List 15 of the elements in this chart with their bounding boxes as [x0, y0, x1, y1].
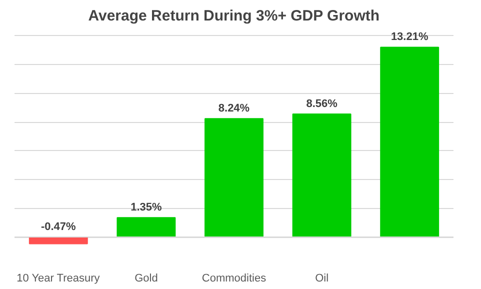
x-tick-label: Gold — [134, 272, 158, 284]
bar — [116, 217, 176, 238]
x-tick-label: 10 Year Treasury — [16, 272, 100, 284]
data-label: 8.24% — [218, 102, 250, 115]
bar — [204, 118, 264, 238]
bar — [292, 114, 352, 238]
x-tick-label: Oil — [315, 272, 329, 284]
data-label: -0.47% — [40, 221, 76, 234]
bar — [28, 236, 88, 244]
data-label: 8.56% — [306, 98, 338, 110]
bar — [380, 46, 440, 238]
data-label: 13.21% — [390, 31, 428, 44]
x-tick-label: Commodities — [202, 272, 267, 284]
data-label: 1.35% — [130, 202, 162, 214]
chart-title: Average Return During 3%+ GDP Growth — [88, 8, 380, 24]
